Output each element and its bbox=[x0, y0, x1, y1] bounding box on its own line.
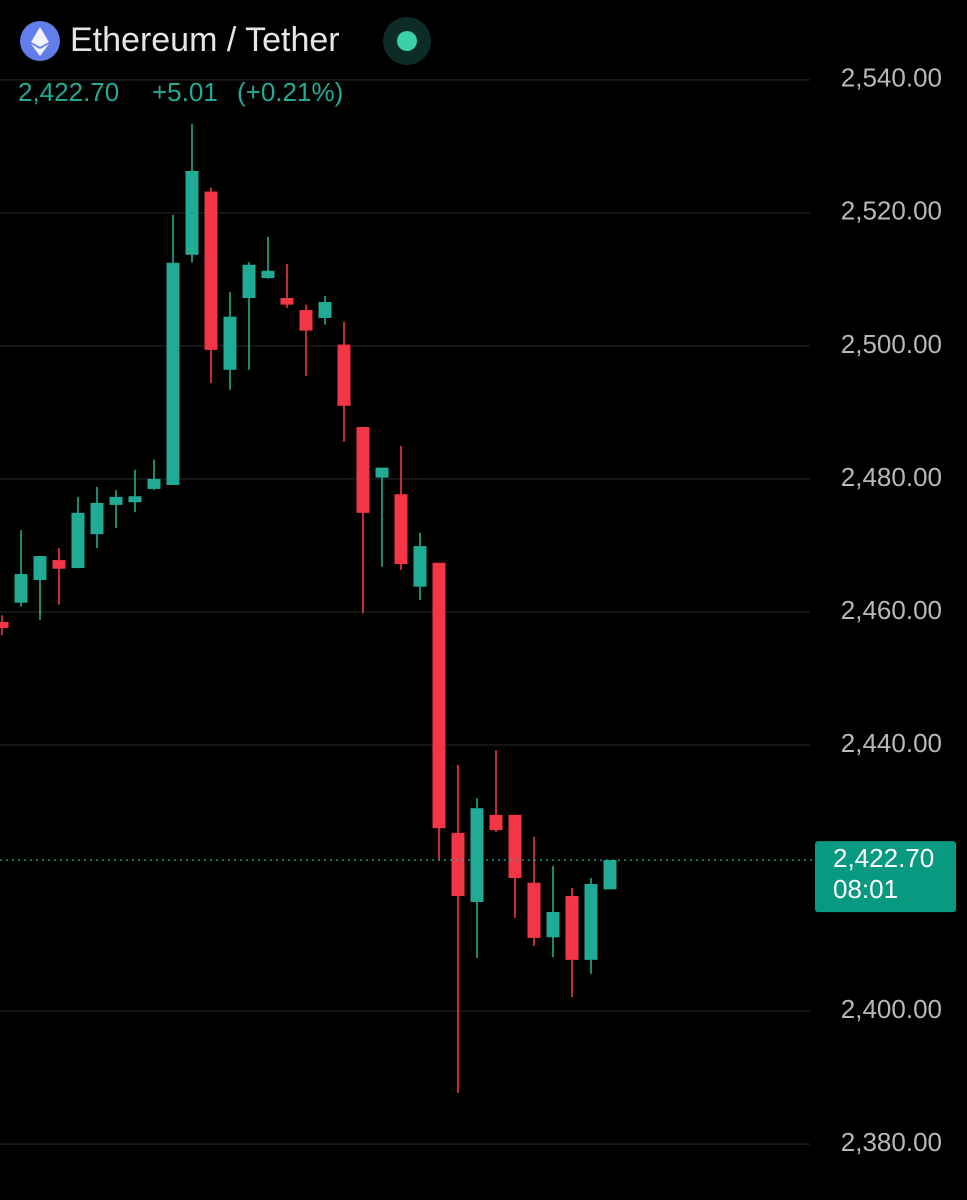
icon-diamond-top bbox=[31, 27, 49, 47]
candle-body bbox=[318, 301, 332, 318]
plot: 2,540.00 2,520.00 2,500.00 2,480.00 2,460.00… bbox=[0, 63, 956, 1157]
candle-body bbox=[242, 264, 256, 299]
candle-body bbox=[280, 298, 294, 305]
candle-body bbox=[451, 832, 465, 897]
candle-body bbox=[166, 262, 180, 485]
change: +5.01 bbox=[152, 77, 218, 107]
candle-body bbox=[223, 316, 237, 370]
candle-body bbox=[261, 270, 275, 279]
candle-body bbox=[356, 427, 370, 513]
candle-body bbox=[470, 808, 484, 902]
status-dot bbox=[397, 31, 417, 51]
y-tick-label: 2,460.00 bbox=[841, 595, 942, 625]
candle-body bbox=[71, 512, 85, 569]
candle-body bbox=[527, 882, 541, 938]
candle-body bbox=[489, 814, 503, 831]
icon-diamond-bottom bbox=[31, 44, 49, 56]
title: Ethereum / Tether bbox=[70, 21, 340, 59]
candle-body bbox=[299, 309, 313, 331]
y-tick-label: 2,540.00 bbox=[841, 63, 942, 93]
candle-body bbox=[14, 574, 28, 603]
candle-body bbox=[33, 556, 47, 581]
candle-body bbox=[109, 496, 123, 505]
candle-body bbox=[546, 911, 560, 938]
y-tick-label: 2,520.00 bbox=[841, 196, 942, 226]
candle-body bbox=[565, 896, 579, 960]
y-tick-label: 2,400.00 bbox=[841, 994, 942, 1024]
candle-body bbox=[52, 560, 66, 569]
candle-body bbox=[90, 502, 104, 535]
candle-body bbox=[413, 546, 427, 587]
candle-body bbox=[0, 621, 9, 628]
y-tick-label: 2,480.00 bbox=[841, 462, 942, 492]
candle-body bbox=[584, 884, 598, 960]
symbol-icon bbox=[20, 21, 60, 61]
candle-body bbox=[337, 344, 351, 406]
y-tick-label: 2,380.00 bbox=[841, 1127, 942, 1157]
candle-body bbox=[603, 860, 617, 890]
candle-body bbox=[185, 170, 199, 255]
countdown: 08:01 bbox=[833, 874, 898, 904]
candle-body bbox=[128, 496, 142, 503]
candle-body bbox=[147, 478, 161, 489]
last-price-box bbox=[815, 841, 956, 913]
change-percent: (+0.21%) bbox=[237, 77, 343, 107]
last-price-label: 2,422.70 bbox=[833, 843, 934, 873]
candle-body bbox=[394, 494, 408, 565]
candle-body bbox=[508, 814, 522, 879]
y-tick-label: 2,440.00 bbox=[841, 728, 942, 758]
candle-body bbox=[204, 191, 218, 350]
price: 2,422.70 bbox=[18, 77, 119, 107]
y-tick-label: 2,500.00 bbox=[841, 329, 942, 359]
candle-body bbox=[375, 467, 389, 478]
candle-body bbox=[432, 562, 446, 829]
